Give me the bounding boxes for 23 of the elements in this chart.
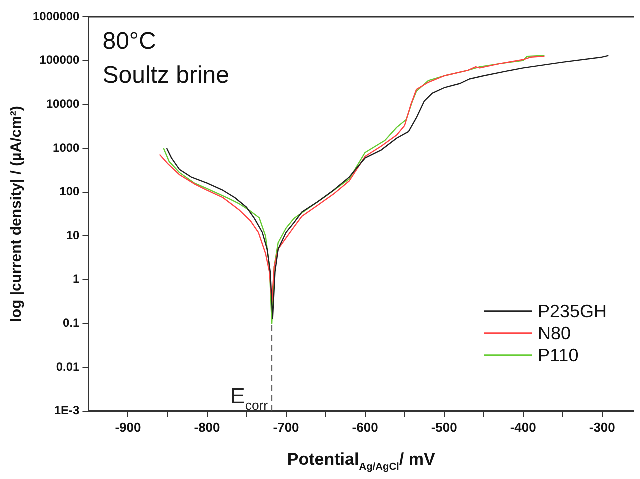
y-tick-label: 10 [66, 228, 80, 242]
y-tick-label: 1 [73, 272, 80, 286]
y-tick-label: 10000 [46, 96, 80, 111]
y-tick-label: 0.01 [56, 360, 80, 374]
y-tick-label: 100000 [40, 53, 80, 68]
y-tick-label: 0.1 [63, 316, 80, 330]
y-axis-title: log |current density| / (µA/cm²) [8, 106, 26, 322]
x-tick-label: -600 [352, 420, 378, 435]
annotation: Soultz brine [102, 62, 230, 89]
annotation: 80°C [102, 28, 156, 55]
x-tick-label: -500 [431, 420, 458, 435]
y-tick-label: 1000000 [33, 9, 80, 24]
x-tick-label: -400 [510, 420, 536, 435]
y-tick-label: 100 [60, 184, 80, 199]
x-tick-label: -700 [273, 420, 300, 435]
legend-label: P110 [538, 345, 579, 366]
x-tick-label: -900 [115, 420, 142, 435]
x-tick-label: -300 [589, 420, 616, 435]
y-tick-label: 1000 [53, 140, 80, 155]
x-tick-label: -800 [194, 420, 220, 435]
legend-label: N80 [538, 323, 572, 344]
legend-label: P235GH [538, 301, 608, 322]
y-tick-label: 1E-3 [54, 404, 80, 418]
